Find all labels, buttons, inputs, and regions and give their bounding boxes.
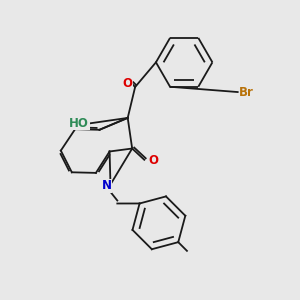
Text: O: O — [123, 76, 133, 90]
Text: Br: Br — [239, 85, 254, 98]
Text: HO: HO — [69, 117, 89, 130]
Text: N: N — [102, 179, 112, 192]
Text: O: O — [148, 154, 158, 167]
